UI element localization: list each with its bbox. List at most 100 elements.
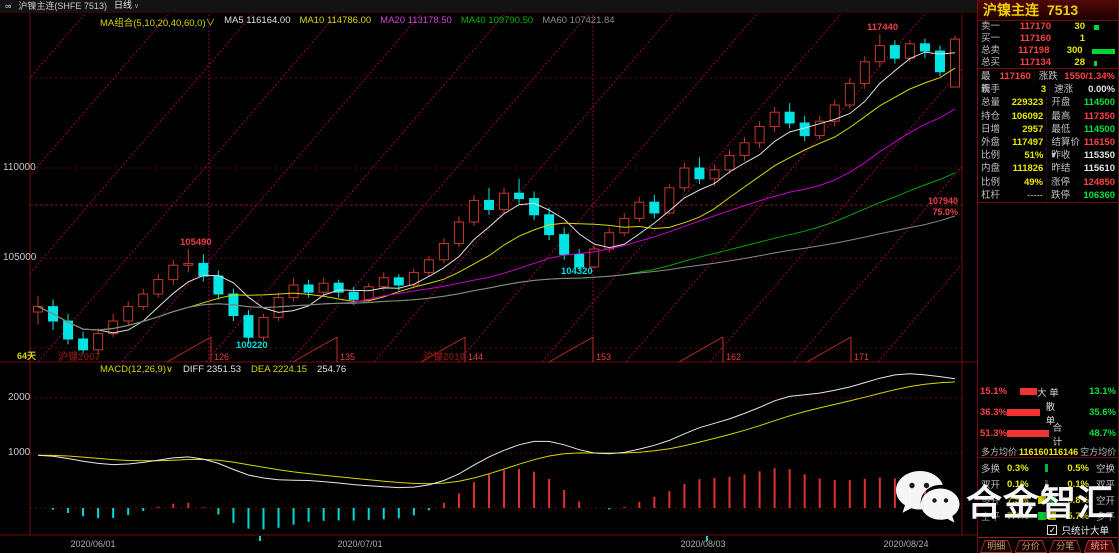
checkbox-icon[interactable]: ✓ [1047, 525, 1058, 535]
indicator-square [1047, 496, 1056, 504]
panel-tabs: 明细 分价 分笔 统计 [978, 537, 1118, 553]
stat-label: 结算价▾ [1046, 135, 1083, 161]
swap-label-left: 多开 [981, 496, 1001, 507]
stat-label: 昨结 [1046, 162, 1083, 176]
swap-value-right: 0.5% [1067, 462, 1089, 474]
book-qty: 28 [1074, 57, 1085, 68]
stat-value: 116150 [1083, 136, 1115, 148]
date-label: 2020/06/01 [70, 539, 116, 549]
stat-value: 117160 [999, 71, 1031, 82]
order-type-label: 散 单 [1045, 401, 1056, 427]
stat-value: 115610 [1083, 163, 1115, 175]
order-flow-row: 51.3% 合 计 48.7% [978, 423, 1118, 448]
swap-row: 多换 0.3% 0.5% 空换 [978, 460, 1118, 476]
checkbox-label: 只统计大单 [1061, 526, 1109, 537]
stat-label: 比例 [981, 150, 1001, 162]
stat-value: 117497 [1012, 136, 1044, 148]
book-row[interactable]: 卖一 117170 30 [978, 21, 1118, 33]
panel-contract-code: 7513 [1047, 2, 1079, 18]
swap-indicator [1037, 464, 1056, 472]
long-percent: 36.3% [980, 407, 1007, 418]
macd-bar-value: 254.76 [317, 364, 347, 375]
stat-label: 最低 [1046, 122, 1083, 136]
axis-tick [259, 536, 261, 541]
swap-label-left: 双开 [981, 480, 1001, 491]
avg-price-row: 多方均价 116160 116146 空方均价 [978, 444, 1118, 459]
book-qty: 1 [1079, 33, 1085, 44]
swap-value-right: 5.7% [1067, 510, 1089, 522]
long-percent: 15.1% [980, 386, 1007, 397]
period-selector[interactable]: 日线 ∨ [114, 0, 139, 13]
tab-统计[interactable]: 统计 [1083, 540, 1116, 553]
chevron-down-icon: ∨ [133, 3, 140, 10]
stat-label: 最高 [1046, 109, 1083, 123]
kline-chart[interactable]: 126 135 144 153 162 171 64天 沪镍2007 沪镍2010 [0, 13, 978, 553]
svg-text:162: 162 [726, 352, 741, 362]
indicator-square [1047, 512, 1056, 520]
long-bar [1006, 430, 1049, 437]
long-avg-value: 116160 [1019, 446, 1049, 457]
date-label: 2020/08/24 [883, 539, 929, 549]
short-percent: 48.7% [1089, 428, 1116, 439]
indicator-square [1037, 496, 1046, 504]
tab-分价[interactable]: 分价 [1014, 540, 1047, 553]
ma-value: MA5 116164.00 [224, 15, 291, 26]
axis-tick [706, 536, 708, 541]
long-bar-cell [1007, 388, 1037, 395]
indicator-square [1045, 480, 1048, 488]
swap-value-right: 0.1% [1067, 478, 1089, 490]
stat-label: 总量 [981, 97, 1001, 109]
quote-stats: 最新 117160 涨跌 1550/1.34% 现手 3 速涨 0.00% 总量 229323 开盘… [978, 69, 1118, 203]
stat-filter-checkbox[interactable]: ✓ 只统计大单 [978, 523, 1118, 537]
stat-label: 跌停 [1046, 188, 1083, 202]
ma-value: MA10 114786.00 [299, 15, 372, 26]
book-row[interactable]: 买一 117160 1 [978, 33, 1118, 45]
swap-label-right: 空开 [1095, 496, 1115, 507]
tab-明细[interactable]: 明细 [980, 540, 1013, 553]
stat-label: 昨收 [1046, 149, 1083, 163]
title-bar: ∞ 沪镍主连(SHFE 7513) 日线 ∨ [0, 0, 978, 13]
stat-label: 涨停 [1046, 175, 1083, 189]
macd-settings[interactable]: MACD(12,26,9)∨ [100, 364, 173, 375]
book-price: 117170 [1019, 21, 1051, 32]
book-price: 117160 [1019, 33, 1051, 44]
date-label: 2020/07/01 [337, 539, 383, 549]
volume-bar [1091, 48, 1115, 54]
swap-label-right: 空换 [1095, 464, 1115, 475]
book-qty: 30 [1074, 21, 1085, 32]
stat-value: 111826 [1012, 163, 1044, 175]
ma-values: MA5 116164.00 MA10 114786.00 MA20 113178.5… [224, 15, 614, 29]
order-type-label: 合 计 [1052, 422, 1063, 448]
fib-percent-label: 75.0% [932, 207, 958, 217]
stat-row: 日增 2957 最低 114500 [978, 122, 1118, 136]
book-price: 117198 [1018, 45, 1050, 56]
stat-row: 持仓 106092 最高 117350 [978, 109, 1118, 123]
swap-label-right: 多平 [1095, 512, 1115, 523]
book-row[interactable]: 总卖 117198 300 [978, 45, 1118, 57]
price-axis-label: 110000 [3, 162, 36, 173]
stat-label: 持仓 [981, 110, 1001, 122]
stat-row: 外盘 117497 结算价▾ 116150 [978, 135, 1118, 161]
order-flow-row: 36.3% 散 单 35.6% [978, 402, 1118, 427]
macd-indicator-header: MACD(12,26,9)∨ DIFF 2351.53 DEA 2224.15 … [100, 364, 346, 375]
swap-indicator [1037, 512, 1056, 520]
stat-label: 内盘 [981, 163, 1001, 175]
order-type-label: 大 单 [1037, 387, 1059, 399]
stat-label: 开盘 [1046, 96, 1083, 110]
stat-value: ----- [1027, 189, 1043, 201]
swap-label-right: 双平 [1095, 480, 1115, 491]
stat-row: 内盘 111826 昨结 115610 [978, 162, 1118, 176]
swap-label-left: 多换 [981, 464, 1001, 475]
macd-axis-label: 1000 [8, 447, 31, 458]
stat-value: 51% [1024, 150, 1044, 162]
long-percent: 51.3% [980, 428, 1007, 439]
panel-spacer [978, 203, 1118, 378]
long-bar-cell [1006, 409, 1040, 416]
ma-indicator-header: MA组合(5,10,20,40,60,0)∨ MA5 116164.00 MA10… [100, 15, 615, 29]
macd-diff-value: DIFF 2351.53 [182, 364, 242, 375]
tab-分笔[interactable]: 分笔 [1049, 540, 1082, 553]
tab-label: 统计 [1084, 541, 1115, 552]
tab-label: 分笔 [1050, 541, 1081, 552]
book-row[interactable]: 总买 117134 28 [978, 57, 1118, 69]
ma-settings[interactable]: MA组合(5,10,20,40,60,0)∨ [100, 18, 216, 29]
